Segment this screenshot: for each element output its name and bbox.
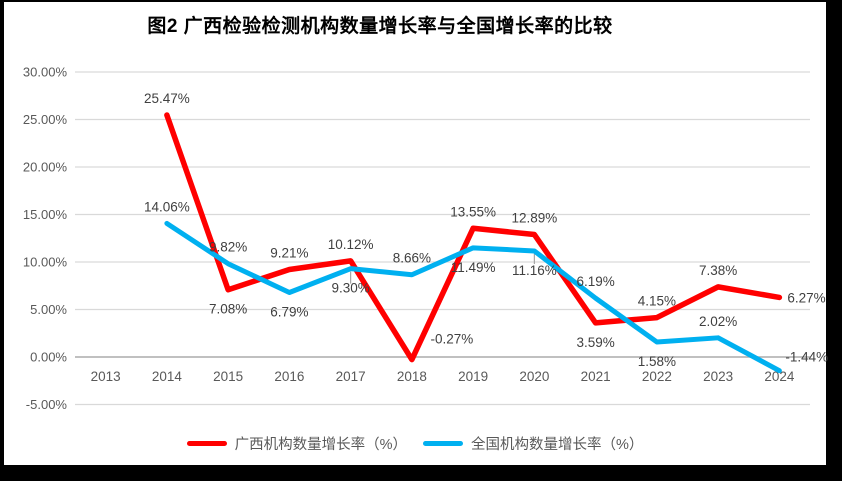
- data-label: 7.08%: [209, 302, 247, 317]
- data-label: 11.49%: [451, 260, 496, 275]
- data-label: 11.16%: [512, 263, 557, 278]
- data-label: 13.55%: [450, 204, 496, 219]
- y-tick-label: 30.00%: [23, 65, 68, 80]
- data-label: -1.44%: [785, 350, 828, 365]
- y-tick-label: 20.00%: [23, 160, 68, 175]
- chart-title: 图2 广西检验检测机构数量增长率与全国增长率的比较: [147, 16, 613, 37]
- y-tick-label: 25.00%: [23, 112, 68, 127]
- data-label: 6.19%: [576, 274, 614, 289]
- x-tick-label: 2016: [274, 369, 304, 384]
- x-tick-label: 2022: [642, 369, 672, 384]
- x-tick-label: 2024: [764, 369, 795, 384]
- legend: 广西机构数量增长率（%） 全国机构数量增长率（%）: [0, 433, 830, 454]
- data-label: 2.02%: [699, 314, 737, 329]
- chart-background: [4, 2, 826, 465]
- x-tick-label: 2013: [91, 369, 121, 384]
- data-label: -0.27%: [430, 332, 473, 347]
- data-label: 9.21%: [270, 246, 308, 261]
- data-label: 25.47%: [144, 91, 190, 106]
- data-label: 3.59%: [576, 335, 614, 350]
- legend-item-national: 全国机构数量增长率（%）: [423, 433, 643, 454]
- data-label: 14.06%: [144, 199, 190, 214]
- data-label: 1.58%: [638, 354, 676, 369]
- data-label: 6.79%: [270, 304, 308, 319]
- x-tick-label: 2021: [581, 369, 611, 384]
- legend-label-guangxi: 广西机构数量增长率（%）: [234, 437, 407, 453]
- y-tick-label: -5.00%: [26, 397, 68, 412]
- y-tick-label: 10.00%: [23, 255, 68, 270]
- x-tick-label: 2023: [703, 369, 733, 384]
- x-tick-label: 2019: [458, 369, 488, 384]
- data-label: 8.66%: [393, 251, 431, 266]
- series-line-1: [164, 220, 782, 374]
- legend-line-blue-icon: [423, 441, 463, 446]
- data-label: 4.15%: [638, 294, 676, 309]
- y-tick-label: 0.00%: [30, 350, 67, 365]
- legend-line-red-icon: [186, 441, 227, 446]
- y-tick-label: 5.00%: [30, 302, 67, 317]
- series-line-0: [164, 112, 783, 363]
- legend-item-guangxi: 广西机构数量增长率（%）: [186, 433, 407, 454]
- x-tick-label: 2020: [519, 369, 549, 384]
- x-tick-label: 2017: [336, 369, 366, 384]
- data-label: 9.82%: [209, 240, 247, 255]
- data-label: 12.89%: [511, 211, 557, 226]
- data-label: 6.27%: [787, 290, 825, 305]
- data-label: 10.12%: [328, 237, 374, 252]
- y-tick-label: 15.00%: [23, 207, 68, 222]
- data-label: 9.30%: [331, 281, 369, 296]
- x-tick-label: 2018: [397, 369, 427, 384]
- x-tick-label: 2015: [213, 369, 243, 384]
- legend-label-national: 全国机构数量增长率（%）: [471, 437, 644, 453]
- data-label: 7.38%: [699, 263, 737, 278]
- x-tick-label: 2014: [152, 369, 183, 384]
